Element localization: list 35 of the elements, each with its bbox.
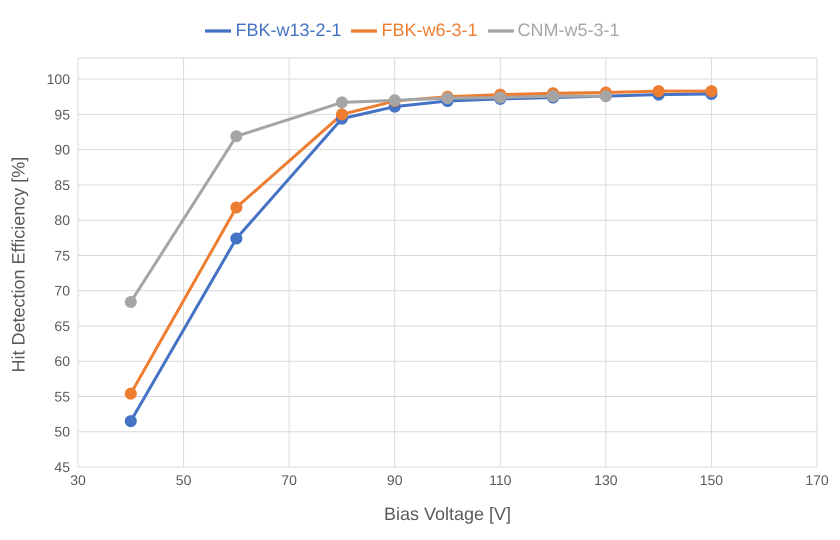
y-tick-label: 100 — [46, 71, 70, 88]
legend-label: FBK-w13-2-1 — [235, 20, 342, 40]
point — [124, 296, 137, 308]
x-tick-label: 70 — [281, 472, 298, 488]
y-tick-label: 60 — [54, 353, 70, 370]
y-tick-label: 80 — [54, 212, 70, 228]
x-tick-label: 170 — [805, 472, 829, 488]
y-tick-label: 75 — [54, 247, 70, 264]
legend-label: FBK-w6-3-1 — [381, 20, 478, 40]
x-tick-label: 50 — [176, 472, 192, 488]
point — [336, 96, 348, 108]
x-tick-label: 90 — [386, 472, 403, 488]
point — [124, 415, 137, 428]
point — [336, 108, 348, 120]
point — [230, 232, 242, 245]
x-tick-label: 150 — [700, 472, 724, 488]
y-tick-label: 90 — [54, 142, 70, 158]
legend-label: CNM-w5-3-1 — [518, 20, 620, 40]
point — [705, 85, 718, 98]
x-axis-title: Bias Voltage [V] — [384, 504, 512, 524]
y-tick-label: 85 — [54, 176, 70, 193]
y-tick-label: 55 — [54, 388, 70, 404]
y-tick-label: 45 — [54, 458, 70, 475]
y-tick-label: 95 — [54, 106, 70, 122]
y-axis-title: Hit Detection Efficiency [%] — [8, 156, 28, 372]
point — [124, 388, 137, 400]
x-tick-label: 30 — [70, 472, 86, 488]
point — [230, 201, 242, 214]
point — [652, 85, 665, 98]
y-tick-label: 70 — [54, 282, 70, 299]
x-tick-label: 110 — [489, 472, 512, 488]
point — [230, 130, 242, 142]
y-tick-label: 65 — [54, 318, 70, 334]
x-tick-label: 130 — [594, 472, 618, 488]
y-tick-label: 50 — [54, 424, 70, 440]
